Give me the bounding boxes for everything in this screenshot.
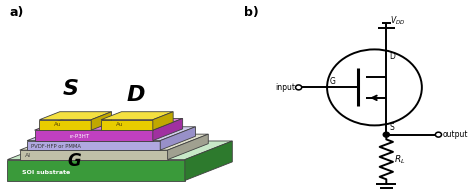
Text: SOI substrate: SOI substrate	[22, 170, 71, 175]
Text: S: S	[389, 123, 394, 132]
Polygon shape	[35, 130, 153, 141]
Text: PVDF-HFP or PMMA: PVDF-HFP or PMMA	[31, 144, 81, 149]
Text: G: G	[329, 77, 335, 86]
Text: G: G	[67, 152, 81, 170]
Text: b): b)	[244, 6, 259, 19]
Polygon shape	[27, 141, 160, 150]
Polygon shape	[91, 112, 111, 130]
Text: D: D	[389, 51, 395, 61]
Text: Al: Al	[25, 153, 31, 158]
Circle shape	[435, 132, 442, 137]
Circle shape	[383, 132, 390, 137]
Text: $V_{DD}$: $V_{DD}$	[390, 14, 405, 27]
Text: Au: Au	[116, 122, 123, 127]
Text: rr-P3HT: rr-P3HT	[69, 134, 89, 139]
Text: input: input	[275, 83, 295, 92]
Polygon shape	[153, 118, 182, 141]
Text: a): a)	[10, 6, 24, 19]
Text: Au: Au	[54, 122, 62, 127]
Text: S: S	[62, 79, 78, 99]
Text: output: output	[443, 130, 468, 139]
Text: $R_L$: $R_L$	[394, 153, 405, 166]
Polygon shape	[20, 134, 208, 150]
Polygon shape	[160, 127, 195, 150]
Polygon shape	[35, 118, 182, 130]
Polygon shape	[39, 112, 111, 120]
Text: D: D	[126, 85, 145, 105]
Polygon shape	[8, 160, 185, 180]
Polygon shape	[27, 127, 195, 141]
Polygon shape	[101, 120, 153, 130]
Polygon shape	[101, 112, 173, 120]
Polygon shape	[8, 141, 232, 160]
Polygon shape	[185, 141, 232, 180]
Circle shape	[296, 85, 301, 90]
Polygon shape	[39, 120, 91, 130]
Polygon shape	[20, 150, 168, 160]
Polygon shape	[168, 134, 208, 160]
Polygon shape	[153, 112, 173, 130]
